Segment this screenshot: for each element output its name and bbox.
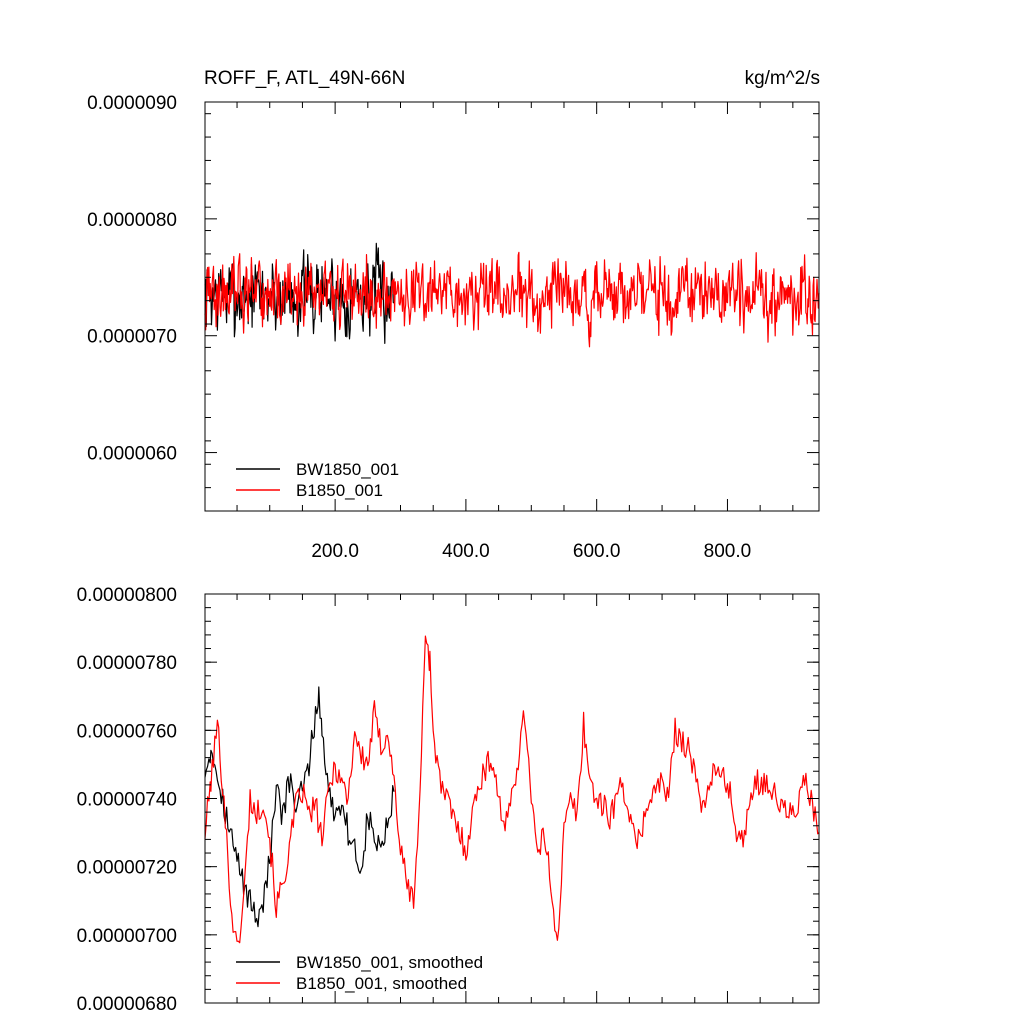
bottom-y-tick-label: 0.00000700 <box>77 926 177 947</box>
top-chart-units: kg/m^2/s <box>745 68 820 89</box>
bottom-plot-frame <box>204 593 820 1004</box>
top-y-tick-label: 0.0000090 <box>87 93 177 114</box>
top-y-tick-label: 0.0000080 <box>87 210 177 231</box>
top-chart-title: ROFF_F, ATL_49N-66N <box>204 68 405 89</box>
bottom-panel: 0.00000680 0.00000700 0.00000720 0.00000740… <box>77 585 820 1015</box>
bottom-legend-label-1: BW1850_001, smoothed <box>296 953 483 972</box>
bottom-series-line-b1850 <box>204 635 820 944</box>
bottom-y-tick-label: 0.00000780 <box>77 653 177 674</box>
bottom-y-tick-label: 0.00000800 <box>77 585 177 606</box>
top-series-line-b1850 <box>204 251 820 348</box>
top-panel: ROFF_F, ATL_49N-66N kg/m^2/s 0.00000600.… <box>87 68 820 562</box>
bottom-axes: 0.00000680 0.00000700 0.00000720 0.00000740… <box>77 585 819 1015</box>
top-x-tick-label: 400.0 <box>442 541 490 562</box>
top-y-tick-label: 0.0000070 <box>87 327 177 348</box>
top-series-line-bw1850 <box>204 242 395 344</box>
top-plot-frame <box>204 101 820 512</box>
top-legend-label-2: B1850_001 <box>296 481 383 500</box>
bottom-legend-label-2: B1850_001, smoothed <box>296 974 467 993</box>
bottom-y-tick-label: 0.00000680 <box>77 994 177 1015</box>
bottom-y-tick-label: 0.00000760 <box>77 721 177 742</box>
bottom-y-tick-label: 0.00000720 <box>77 858 177 879</box>
top-x-tick-label: 800.0 <box>704 541 752 562</box>
bottom-legend: BW1850_001, smoothed B1850_001, smoothed <box>236 953 483 993</box>
top-legend-label-1: BW1850_001 <box>296 460 399 479</box>
top-legend: BW1850_001 B1850_001 <box>236 460 399 500</box>
bottom-series-lines <box>204 635 820 944</box>
top-x-tick-label: 200.0 <box>311 541 359 562</box>
top-axes: 0.0000060 0.0000070 0.0000080 0.0000090 200.… <box>87 93 819 562</box>
bottom-series-line-bw1850 <box>204 686 395 928</box>
top-x-tick-label: 600.0 <box>573 541 621 562</box>
top-series-lines <box>204 242 820 348</box>
top-y-tick-label: 0.0000060 <box>87 444 177 465</box>
bottom-y-tick-label: 0.00000740 <box>77 790 177 811</box>
